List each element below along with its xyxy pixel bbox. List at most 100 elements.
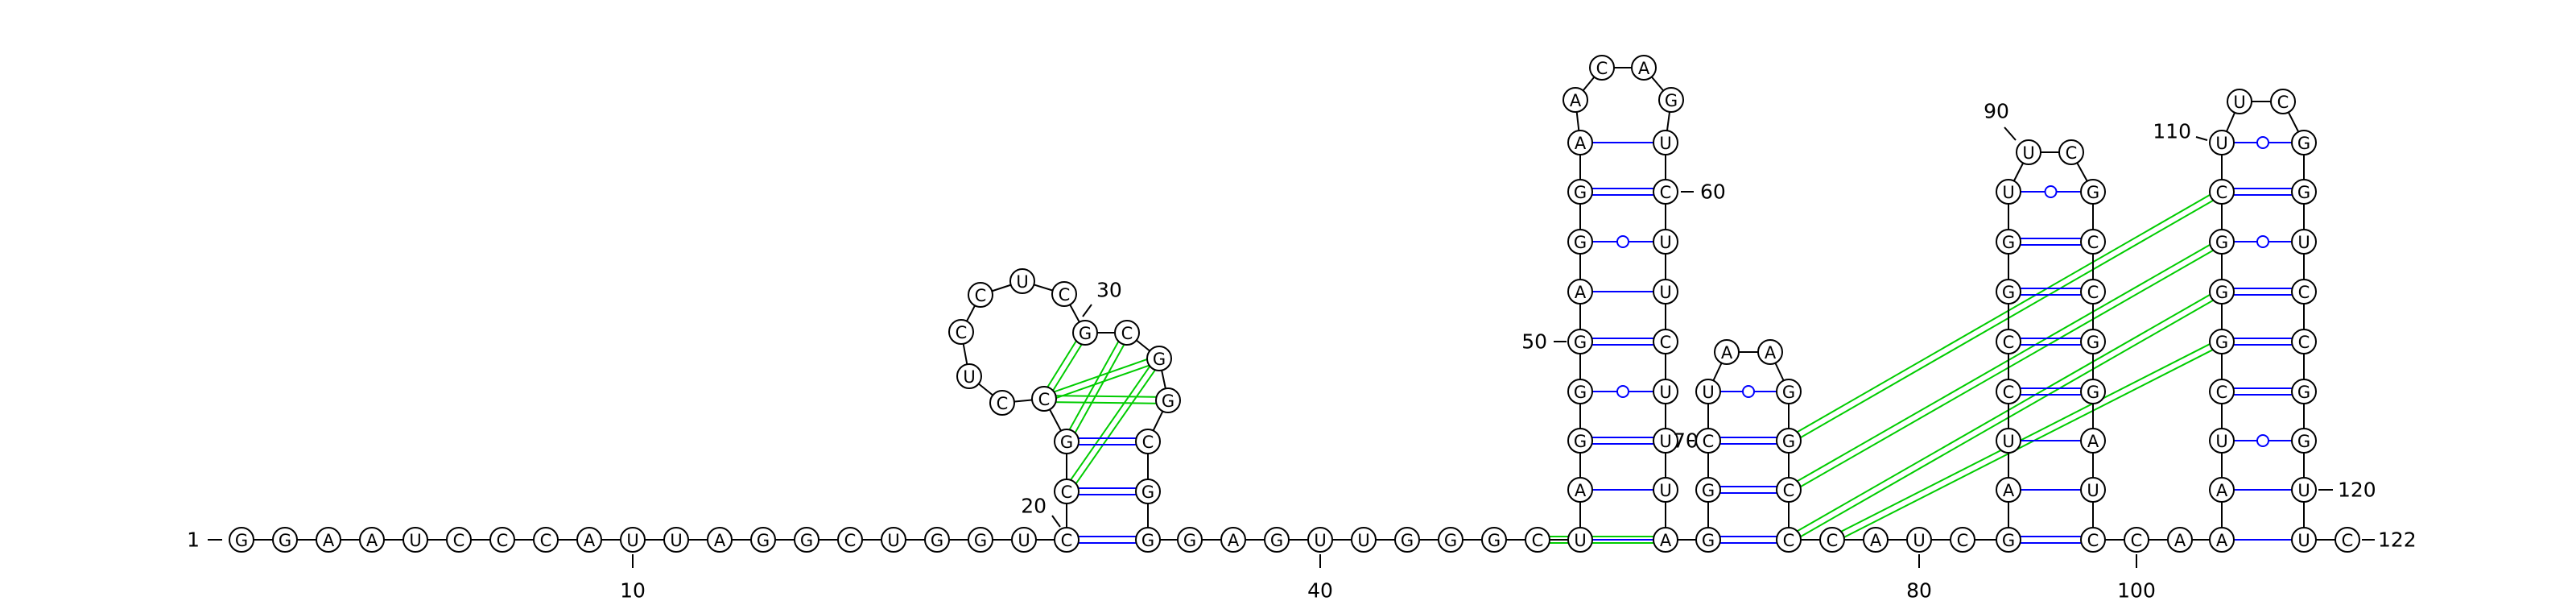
basepair [1079,487,1136,495]
svg-text:U: U [1357,531,1369,550]
nucleotide: A [1714,339,1740,365]
svg-text:U: U [1659,481,1671,500]
nucleotide: G [272,527,298,553]
svg-text:80: 80 [1906,579,1932,603]
svg-text:C: C [540,531,552,550]
svg-text:U: U [2233,93,2245,112]
svg-text:G: G [931,531,943,550]
svg-text:A: A [1575,134,1587,153]
svg-text:U: U [887,531,899,550]
nucleotide: C [1054,479,1080,504]
nucleotide: U [2080,477,2106,503]
svg-text:C: C [975,286,987,305]
nucleotide: G [2080,379,2106,404]
svg-text:G: G [2002,233,2015,252]
svg-text:U: U [1659,134,1671,153]
nucleotide: G [750,527,776,553]
basepair [2234,434,2292,447]
nucleotide: A [1863,527,1889,553]
svg-text:C: C [1827,531,1839,550]
nucleotide: U [1653,130,1678,155]
svg-text:U: U [2215,134,2227,153]
nucleotide: A [1567,279,1593,305]
svg-text:G: G [1401,531,1414,550]
nucleotide: G [1567,329,1593,354]
svg-text:C: C [1783,481,1795,500]
nucleotide: U [1653,229,1678,255]
svg-text:C: C [497,531,509,550]
nucleotide: G [2080,179,2106,205]
nucleotide: G [1695,527,1721,553]
basepair [1592,338,1653,346]
svg-text:122: 122 [2378,528,2417,552]
nucleotide: G [1264,527,1290,553]
svg-text:G: G [1574,233,1587,252]
basepair [2021,238,2081,246]
nucleotide: C [968,282,993,308]
svg-text:G: G [2297,183,2310,202]
nucleotide: U [1653,477,1678,503]
svg-text:C: C [1142,433,1154,452]
nucleotide: A [1563,87,1588,113]
nucleotide: G [794,527,819,553]
svg-text:U: U [409,531,421,550]
position-label: 80 [1906,554,1932,603]
nucleotide: A [2167,527,2193,553]
nucleotide: G [1567,179,1593,205]
svg-text:U: U [1016,272,1028,292]
svg-text:G: G [1488,531,1501,550]
svg-text:U: U [2297,233,2310,252]
svg-text:G: G [2087,183,2099,202]
svg-text:G: G [1702,531,1715,550]
nucleotide: G [1155,387,1181,413]
svg-text:A: A [366,531,378,550]
svg-text:U: U [2002,432,2014,451]
position-label: 30 [1082,279,1122,317]
nucleotide: G [1776,379,1802,404]
svg-text:C: C [1532,531,1544,550]
nucleotide: G [1996,279,2021,305]
svg-text:G: G [1574,183,1587,202]
svg-text:C: C [1061,531,1073,550]
svg-text:G: G [1702,481,1715,500]
nucleotide: G [2291,130,2317,155]
svg-text:G: G [1141,483,1154,502]
svg-text:C: C [956,323,968,342]
svg-text:C: C [1596,59,1608,78]
nucleotide: C [1114,320,1140,346]
nucleotide: C [2209,179,2235,205]
nucleotide: G [1567,379,1593,404]
svg-text:C: C [1061,483,1073,502]
nucleotide: C [1051,281,1077,307]
nucleotide: C [1653,329,1678,354]
basepair [1592,385,1653,398]
basepair [2234,338,2292,346]
nucleotide: G [1438,527,1463,553]
svg-text:A: A [584,531,596,550]
nucleotide: G [2291,179,2317,205]
svg-text:A: A [1870,531,1882,550]
svg-text:C: C [844,531,857,550]
nucleotide: A [1996,477,2021,503]
svg-text:C: C [2003,333,2015,352]
position-label: 90 [1984,100,2017,141]
nucleotide: G [2209,279,2235,305]
nucleotide: A [1631,55,1657,81]
nucleotide: U [2209,428,2235,454]
svg-text:A: A [2216,531,2228,550]
svg-text:60: 60 [1700,180,1726,204]
nucleotide: U [2291,477,2317,503]
svg-text:G: G [2002,283,2015,302]
svg-text:G: G [1060,433,1073,452]
svg-text:G: G [800,531,813,550]
svg-text:U: U [1702,383,1714,402]
svg-text:C: C [1957,531,1969,550]
nucleotide: C [1819,527,1845,553]
position-label: 10 [620,554,646,603]
backbone-layer [242,67,2347,541]
position-label: 110 [2153,120,2208,143]
svg-text:G: G [1162,392,1174,411]
